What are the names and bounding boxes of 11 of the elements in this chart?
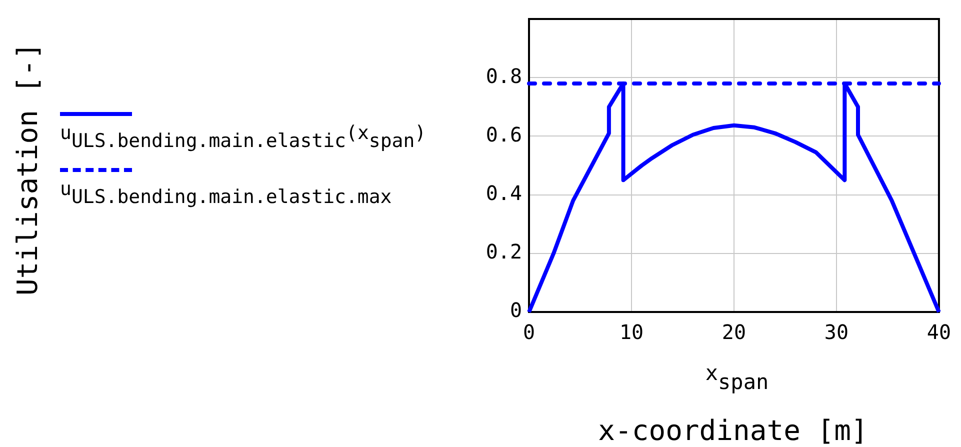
y-tick-label: 0.4 [486,181,522,206]
y-tick-label: 0.2 [486,240,522,264]
y-tick-label: 0.6 [486,122,522,146]
x-tick-label: 10 [619,320,644,344]
x-tick-label: 30 [824,320,849,344]
text: Utilisation [-] [11,42,44,296]
y-tick-label: 0.8 [486,64,522,88]
x-tick-label: 40 [926,320,952,344]
x-axis-title: x-coordinate [m] [598,414,868,447]
y-tick-label: 0 [510,298,522,322]
x-tick-label: 20 [722,320,746,344]
